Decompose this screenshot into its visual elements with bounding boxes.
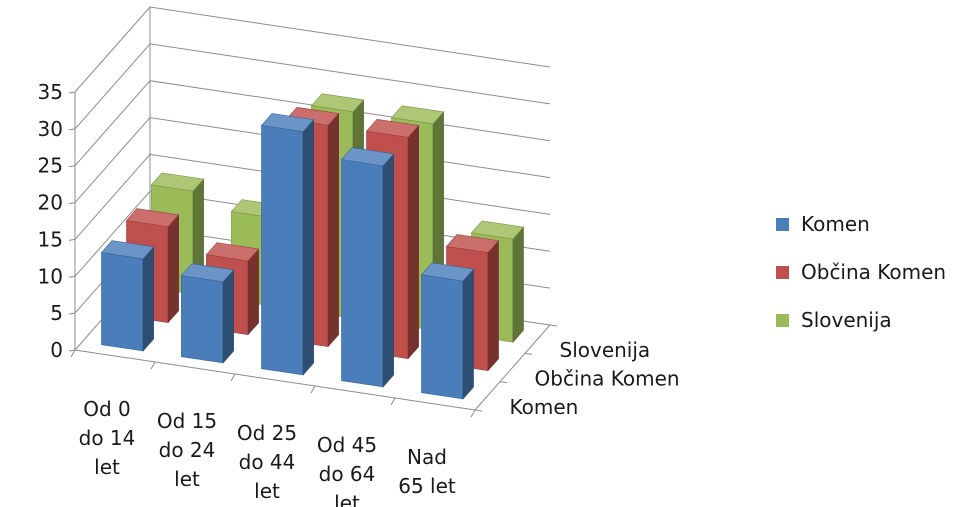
category-label: Od 0 do 14 let: [79, 397, 136, 479]
y-tick-mark: [68, 238, 76, 241]
depth-tick-mark: [524, 352, 533, 355]
legend: Komen Občina Komen Slovenija: [776, 212, 946, 332]
legend-label: Komen: [801, 212, 870, 236]
depth-labels: Komen Občina Komen Slovenija: [510, 338, 680, 419]
y-tick-mark: [68, 128, 76, 131]
depth-tick-mark: [474, 409, 483, 412]
legend-item: Komen: [776, 212, 870, 236]
y-tick-mark: [68, 275, 76, 278]
y-tick-label: 0: [50, 338, 63, 362]
depth-label: Slovenija: [560, 338, 651, 362]
depth-axis-line: [474, 324, 551, 411]
legend-swatch: [776, 218, 789, 231]
legend-item: Občina Komen: [776, 260, 946, 284]
bar: [180, 263, 235, 364]
y-tick-mark: [68, 349, 76, 352]
category-labels: Od 0 do 14 let Od 15 do 24 let Od 25 do 44 let Od…: [79, 397, 456, 507]
x-tick-mark: [470, 409, 476, 418]
axes: [68, 7, 558, 418]
y-tick-mark: [68, 165, 76, 168]
depth-tick-mark: [499, 381, 508, 384]
legend-swatch: [776, 266, 789, 279]
bar: [260, 113, 315, 376]
category-label: Od 15 do 24 let: [157, 409, 217, 491]
x-axis-line: [74, 349, 476, 411]
depth-label: Občina Komen: [535, 367, 680, 391]
y-tick-label: 15: [38, 227, 63, 251]
x-tick-mark: [150, 361, 156, 370]
y-tick-labels: 0 5 10 15 20 25 30 35: [38, 80, 63, 362]
y-tick-label: 25: [38, 154, 63, 178]
bars: [100, 93, 525, 400]
legend-item: Slovenija: [776, 308, 892, 332]
legend-label: Slovenija: [801, 308, 892, 332]
y-tick-label: 35: [38, 80, 63, 104]
x-tick-mark: [70, 349, 76, 358]
category-label: Od 45 do 64 let: [317, 433, 377, 507]
x-tick-mark: [390, 397, 396, 406]
y-tick-mark: [68, 91, 76, 94]
y-tick-label: 20: [38, 191, 63, 215]
bar: [340, 147, 395, 388]
legend-swatch: [776, 314, 789, 327]
x-tick-mark: [230, 373, 236, 382]
y-tick-label: 10: [38, 264, 63, 288]
legend-label: Občina Komen: [801, 260, 946, 284]
category-label: Nad 65 let: [398, 445, 456, 498]
bar: [420, 262, 475, 400]
bar: [100, 240, 155, 352]
y-tick-mark: [68, 312, 76, 315]
y-tick-label: 30: [38, 117, 63, 141]
depth-tick-mark: [549, 324, 558, 327]
x-tick-mark: [310, 385, 316, 394]
y-tick-label: 5: [50, 301, 63, 325]
y-tick-mark: [68, 202, 76, 205]
category-label: Od 25 do 44 let: [237, 421, 297, 503]
depth-label: Komen: [510, 395, 579, 419]
